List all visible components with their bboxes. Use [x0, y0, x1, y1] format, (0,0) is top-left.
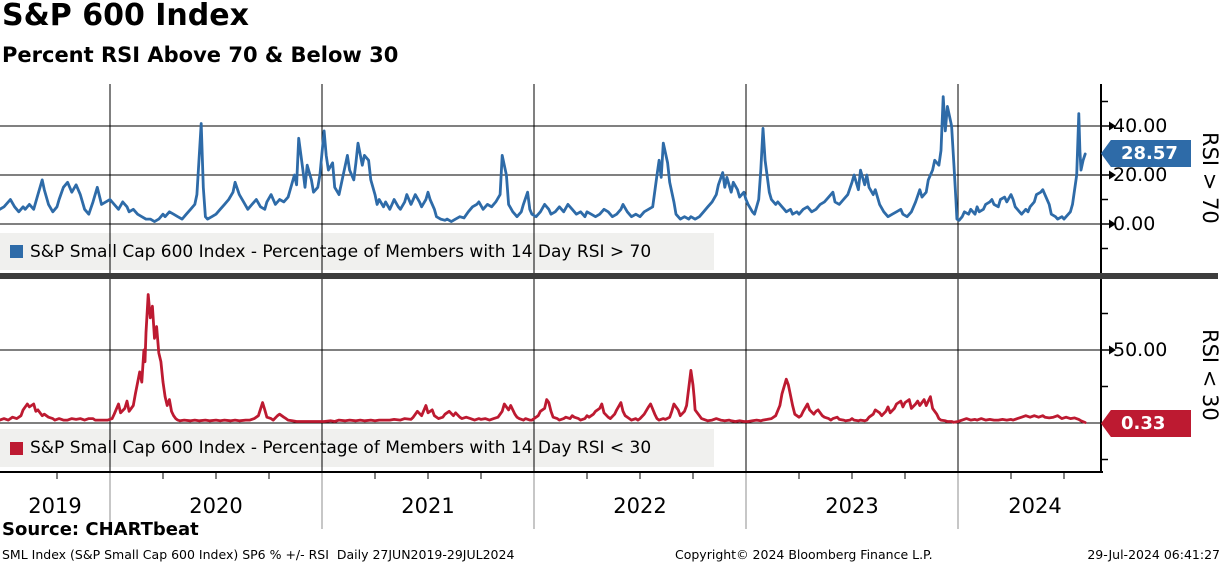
page-title: S&P 600 Index [2, 0, 249, 33]
footer-security-info: SML Index (S&P Small Cap 600 Index) SP6 … [2, 547, 515, 562]
y-tick-label: 50.00 [1113, 339, 1168, 361]
legend-label: S&P Small Cap 600 Index - Percentage of … [30, 241, 652, 262]
last-value-tag-rsi-below-30: 0.33 [1101, 410, 1191, 437]
page-subtitle: Percent RSI Above 70 & Below 30 [2, 43, 399, 67]
y-tick-label: 0.00 [1113, 213, 1156, 235]
legend-swatch-blue [10, 245, 23, 258]
x-tick-label: 2022 [613, 494, 667, 518]
x-tick-label: 2019 [28, 494, 82, 518]
last-value-tag-rsi-above-70: 28.57 [1101, 140, 1191, 167]
source-text: Source: CHARTbeat [2, 519, 199, 540]
y-axis-label-rsi-below-30: RSI < 30 [1198, 329, 1222, 421]
footer-copyright: Copyright© 2024 Bloomberg Finance L.P. [675, 547, 933, 562]
y-axis-label-rsi-above-70: RSI > 70 [1198, 132, 1222, 224]
x-tick-label: 2021 [401, 494, 455, 518]
x-tick-label: 2020 [189, 494, 243, 518]
legend-strip-top [0, 233, 714, 270]
footer-timestamp: 29-Jul-2024 06:41:27 [1087, 547, 1220, 562]
chart-plot-area[interactable] [0, 84, 1101, 472]
legend-item-rsi-above-70[interactable]: S&P Small Cap 600 Index - Percentage of … [0, 233, 714, 270]
legend-strip-bottom [0, 429, 714, 467]
legend-swatch-red [10, 441, 23, 455]
legend-label: S&P Small Cap 600 Index - Percentage of … [30, 438, 652, 458]
x-tick-label: 2023 [825, 494, 879, 518]
x-tick-label: 2024 [1008, 494, 1062, 518]
y-tick-label: 20.00 [1113, 164, 1168, 186]
legend-item-rsi-below-30[interactable]: S&P Small Cap 600 Index - Percentage of … [0, 429, 714, 467]
y-tick-label: 40.00 [1113, 115, 1168, 137]
